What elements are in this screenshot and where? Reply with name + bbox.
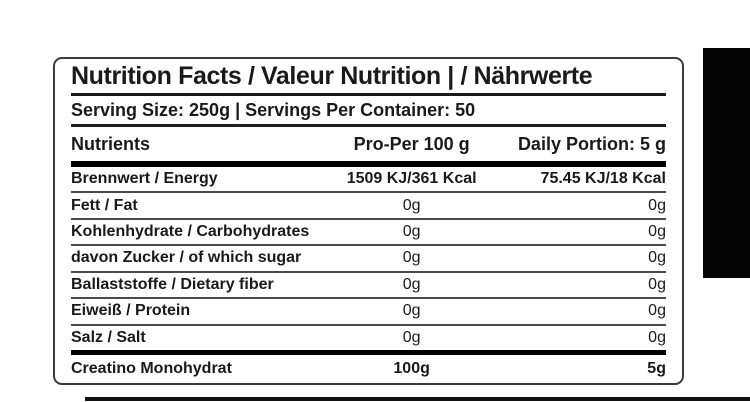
table-title-text: Nutrition Facts / Valeur Nutrition | / N…	[71, 61, 593, 90]
table-row-creatine: Creatino Monohydrat 100g 5g	[71, 355, 666, 383]
row-daily-value: 75.45 KJ/18 Kcal	[540, 170, 666, 188]
row-daily-value: 5g	[647, 359, 666, 377]
row-label: Eiweiß / Protein	[71, 302, 191, 320]
row-per-100g-value: 0g	[402, 302, 421, 320]
row-per-100g-value: 100g	[393, 359, 430, 377]
table-row-protein: Eiweiß / Protein 0g 0g	[71, 299, 666, 326]
row-label: Brennwert / Energy	[71, 170, 218, 188]
row-daily-value: 0g	[648, 328, 666, 346]
nutrition-facts-table: Nutrition Facts / Valeur Nutrition | / N…	[53, 57, 684, 385]
row-label: Salz / Salt	[71, 328, 146, 346]
row-label: Ballaststoffe / Dietary fiber	[71, 275, 274, 293]
table-row-energy: Brennwert / Energy 1509 KJ/361 Kcal 75.4…	[71, 167, 666, 194]
row-per-100g-value: 1509 KJ/361 Kcal	[346, 170, 477, 188]
column-header-row: Nutrients Pro-Per 100 g Daily Portion: 5…	[71, 127, 666, 161]
row-label: Fett / Fat	[71, 196, 138, 214]
serving-info-row: Serving Size: 250g | Servings Per Contai…	[71, 96, 666, 127]
header-daily-portion: Daily Portion: 5 g	[517, 133, 666, 154]
row-daily-value: 0g	[648, 223, 666, 241]
row-label: Kohlenhydrate / Carbohydrates	[71, 223, 310, 241]
table-row-salt: Salz / Salt 0g 0g	[71, 326, 666, 350]
right-edge-black-block	[703, 48, 750, 278]
table-title: Nutrition Facts / Valeur Nutrition | / N…	[71, 59, 666, 96]
header-separator-bar	[71, 161, 666, 167]
table-row-fat: Fett / Fat 0g 0g	[71, 193, 666, 220]
row-daily-value: 0g	[648, 249, 666, 267]
table-row-carbohydrates: Kohlenhydrate / Carbohydrates 0g 0g	[71, 220, 666, 247]
row-per-100g-value: 0g	[402, 196, 421, 214]
row-per-100g-value: 0g	[402, 328, 421, 346]
serving-info-text: Serving Size: 250g | Servings Per Contai…	[71, 99, 476, 120]
row-label: davon Zucker / of which sugar	[71, 249, 302, 267]
row-daily-value: 0g	[648, 302, 666, 320]
row-label: Creatino Monohydrat	[71, 359, 232, 377]
header-nutrients: Nutrients	[71, 133, 151, 154]
row-daily-value: 0g	[648, 196, 666, 214]
row-per-100g-value: 0g	[402, 275, 421, 293]
row-per-100g-value: 0g	[402, 223, 421, 241]
row-daily-value: 0g	[648, 275, 666, 293]
footer-separator-bar	[71, 349, 666, 355]
row-per-100g-value: 0g	[402, 249, 421, 267]
table-row-fiber: Ballaststoffe / Dietary fiber 0g 0g	[71, 273, 666, 300]
bottom-page-rule	[85, 397, 750, 401]
table-row-sugar: davon Zucker / of which sugar 0g 0g	[71, 246, 666, 273]
header-per-100g: Pro-Per 100 g	[353, 133, 470, 154]
